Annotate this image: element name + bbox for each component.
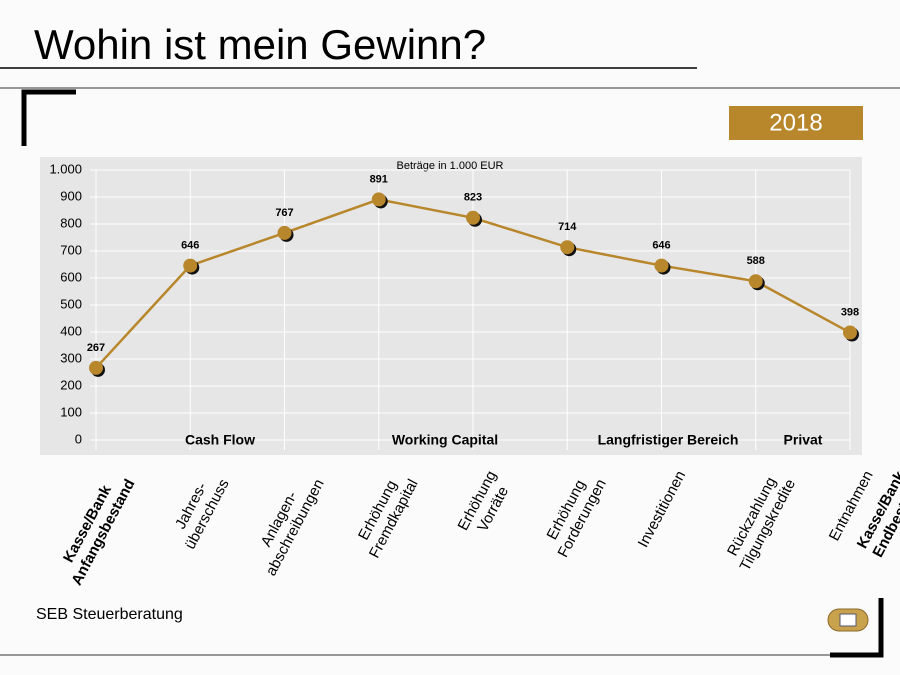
data-label: 767 [275,207,293,219]
marker [277,225,292,240]
footer-text: SEB Steuerberatung [36,606,183,623]
marker [843,325,857,340]
nav-icon [839,613,857,627]
data-label: 823 [464,192,482,204]
y-tick-label: 100 [60,404,82,419]
corner-bracket [21,89,76,146]
y-tick-label: 200 [60,377,82,392]
data-label: 267 [87,342,105,354]
y-tick-label: 600 [60,269,82,284]
y-tick-label: 900 [60,188,82,203]
y-tick-label: 0 [75,431,82,446]
marker [89,360,103,375]
marker [466,210,480,225]
data-label: 588 [747,255,765,267]
data-label: 398 [841,306,859,318]
y-tick-label: 700 [60,242,82,257]
data-label: 891 [370,173,388,185]
slide-title: Wohin ist mein Gewinn? [34,21,486,68]
plot-area [40,157,862,455]
year-badge [729,106,863,140]
section-label: Working Capital [392,432,498,448]
data-label: 646 [181,239,199,251]
section-label: Langfristiger Bereich [598,432,739,448]
marker [560,240,575,255]
y-tick-label: 1.000 [49,161,82,176]
year-text: 2018 [769,109,822,136]
marker [183,258,198,273]
y-tick-label: 300 [60,350,82,365]
section-label: Cash Flow [185,432,255,448]
data-label: 714 [558,221,577,233]
unit-note: Beträge in 1.000 EUR [396,160,503,172]
y-tick-label: 800 [60,215,82,230]
y-tick-label: 400 [60,323,82,338]
marker [748,274,763,289]
section-label: Privat [784,432,823,448]
corner-bracket [830,598,884,658]
data-label: 646 [652,239,670,251]
marker [371,192,386,207]
y-tick-label: 500 [60,296,82,311]
marker [654,258,669,273]
